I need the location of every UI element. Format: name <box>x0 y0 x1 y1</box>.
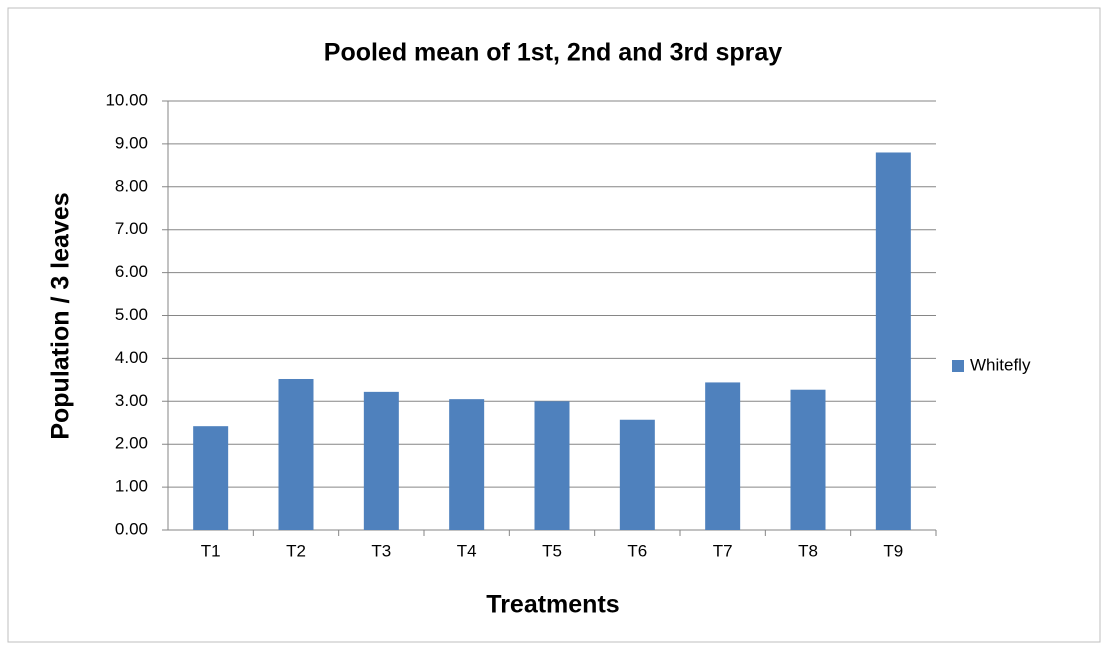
x-tick-label: T4 <box>457 541 477 560</box>
x-tick-label: T3 <box>371 541 391 560</box>
bar <box>790 389 826 530</box>
legend-label: Whitefly <box>970 355 1031 374</box>
x-tick-label: T7 <box>713 541 733 560</box>
chart-frame <box>7 7 1101 643</box>
bar <box>363 391 399 530</box>
y-tick-label: 2.00 <box>115 434 148 453</box>
y-tick-label: 6.00 <box>115 262 148 281</box>
bar <box>619 419 655 530</box>
x-tick-label: T6 <box>627 541 647 560</box>
x-tick-label: T1 <box>201 541 221 560</box>
y-tick-label: 0.00 <box>115 519 148 538</box>
bar <box>278 378 314 530</box>
x-tick-label: T2 <box>286 541 306 560</box>
y-tick-label: 1.00 <box>115 477 148 496</box>
bar <box>193 426 229 530</box>
y-tick-label: 5.00 <box>115 305 148 324</box>
x-tick-label: T5 <box>542 541 562 560</box>
y-tick-label: 7.00 <box>115 219 148 238</box>
x-tick-label: T8 <box>798 541 818 560</box>
bar <box>534 401 570 530</box>
y-axis-label: Population / 3 leaves <box>47 192 75 439</box>
y-tick-label: 8.00 <box>115 176 148 195</box>
y-tick-label: 4.00 <box>115 348 148 367</box>
legend-swatch <box>952 360 964 372</box>
x-tick-label: T9 <box>883 541 903 560</box>
bar <box>875 152 911 531</box>
y-tick-label: 9.00 <box>115 133 148 152</box>
chart-title: Pooled mean of 1st, 2nd and 3rd spray <box>324 39 783 67</box>
x-axis-label: Treatments <box>486 591 619 619</box>
bar <box>705 382 741 530</box>
bar <box>449 399 485 530</box>
y-tick-label: 3.00 <box>115 391 148 410</box>
y-tick-label: 10.00 <box>105 90 148 109</box>
